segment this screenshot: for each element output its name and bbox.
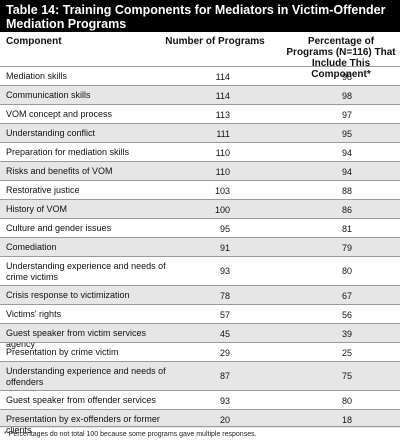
column-header-percentage-line-1: Percentage of: [307, 36, 375, 47]
cell-number-of-programs: 78: [219, 291, 230, 301]
cell-percentage: 95: [341, 129, 352, 139]
cell-component: Crisis response to victimization: [6, 290, 130, 300]
cell-percentage: 98: [341, 91, 352, 101]
cell-percentage: 25: [341, 348, 352, 358]
table-row: Crisis response to victimization 78 67: [0, 285, 400, 304]
cell-percentage: 75: [341, 371, 352, 381]
cell-component: Victims' rights: [6, 309, 62, 319]
cell-percentage: 98: [341, 72, 352, 82]
table-row: Understanding experience and needs of of…: [0, 361, 400, 390]
cell-percentage: 88: [341, 186, 352, 196]
column-header-percentage: Percentage of Programs (N=116) That Incl…: [282, 36, 400, 80]
table-row: Comediation 91 79: [0, 237, 400, 256]
table-bottom-rule: [0, 426, 400, 427]
cell-number-of-programs: 110: [215, 148, 230, 158]
cell-component: Culture and gender issues: [6, 223, 112, 233]
cell-component: History of VOM: [6, 204, 68, 214]
column-header-percentage-line-2: Programs (N=116) That: [286, 47, 396, 58]
table-row: Guest speaker from offender services age…: [0, 390, 400, 416]
cell-percentage: 97: [341, 110, 352, 120]
cell-component: Mediation skills: [6, 71, 68, 81]
cell-percentage: 39: [341, 329, 352, 339]
cell-component: Understanding experience and needs of cr…: [6, 261, 166, 282]
column-header-component: Component: [6, 36, 62, 47]
column-header-percentage-line-3: Include This Component*: [311, 58, 371, 80]
cell-number-of-programs: 57: [219, 310, 230, 320]
table-row: Culture and gender issues 95 81: [0, 218, 400, 237]
cell-component: Communication skills: [6, 90, 91, 100]
cell-component: Understanding conflict: [6, 128, 96, 138]
table-row: Risks and benefits of VOM 110 94: [0, 161, 400, 180]
table-row: History of VOM 100 86: [0, 199, 400, 218]
cell-percentage: 18: [341, 415, 352, 425]
table-row: Preparation for mediation skills 110 94: [0, 142, 400, 161]
cell-number-of-programs: 87: [219, 371, 230, 381]
cell-number-of-programs: 114: [215, 72, 230, 82]
cell-number-of-programs: 93: [219, 266, 230, 276]
cell-component: Comediation: [6, 242, 57, 252]
table-row: Understanding conflict 111 95: [0, 123, 400, 142]
cell-percentage: 79: [341, 243, 352, 253]
cell-percentage: 94: [341, 167, 352, 177]
cell-component: VOM concept and process: [6, 109, 113, 119]
cell-number-of-programs: 111: [216, 129, 230, 139]
cell-number-of-programs: 114: [215, 91, 230, 101]
cell-component: Risks and benefits of VOM: [6, 166, 113, 176]
table-row: Victims' rights 57 56: [0, 304, 400, 323]
table-row: VOM concept and process 113 97: [0, 104, 400, 123]
table-title: Table 14: Training Components for Mediat…: [0, 0, 400, 32]
cell-percentage: 86: [341, 205, 352, 215]
cell-percentage: 67: [341, 291, 352, 301]
table-row: Presentation by crime victim 29 25: [0, 342, 400, 361]
table-header: Component Number of Programs Percentage …: [0, 32, 400, 80]
table-row: Mediation skills 114 98: [0, 66, 400, 85]
cell-component: Understanding experience and needs of of…: [6, 366, 166, 387]
cell-percentage: 80: [341, 396, 352, 406]
cell-percentage: 56: [341, 310, 352, 320]
cell-number-of-programs: 113: [215, 110, 230, 120]
cell-component: Presentation by crime victim: [6, 347, 119, 357]
table-footnote: * Percentages do not total 100 because s…: [4, 431, 257, 438]
table-row: Guest speaker from victim services agenc…: [0, 323, 400, 349]
cell-percentage: 80: [341, 266, 352, 276]
cell-percentage: 81: [341, 224, 352, 234]
cell-component: Guest speaker from victim services agenc…: [6, 328, 147, 349]
cell-number-of-programs: 29: [219, 348, 230, 358]
cell-number-of-programs: 95: [219, 224, 230, 234]
column-header-number: Number of Programs: [165, 36, 265, 47]
cell-component: Presentation by ex-offenders or former c…: [6, 414, 160, 435]
cell-percentage: 94: [341, 148, 352, 158]
table-title-line-2: Mediation Programs: [6, 17, 127, 31]
cell-number-of-programs: 93: [219, 396, 230, 406]
table-row: Communication skills 114 98: [0, 85, 400, 104]
cell-number-of-programs: 20: [219, 415, 230, 425]
table-row: Understanding experience and needs of cr…: [0, 256, 400, 285]
table-row: Presentation by ex-offenders or former c…: [0, 409, 400, 435]
cell-number-of-programs: 100: [214, 205, 230, 215]
cell-number-of-programs: 103: [214, 186, 230, 196]
cell-number-of-programs: 91: [219, 243, 230, 253]
cell-component: Restorative justice: [6, 185, 80, 195]
cell-component: Preparation for mediation skills: [6, 147, 130, 157]
table-row: Restorative justice 103 88: [0, 180, 400, 199]
cell-number-of-programs: 110: [215, 167, 230, 177]
table-title-line-1: Table 14: Training Components for Mediat…: [6, 3, 386, 17]
cell-number-of-programs: 45: [219, 329, 230, 339]
